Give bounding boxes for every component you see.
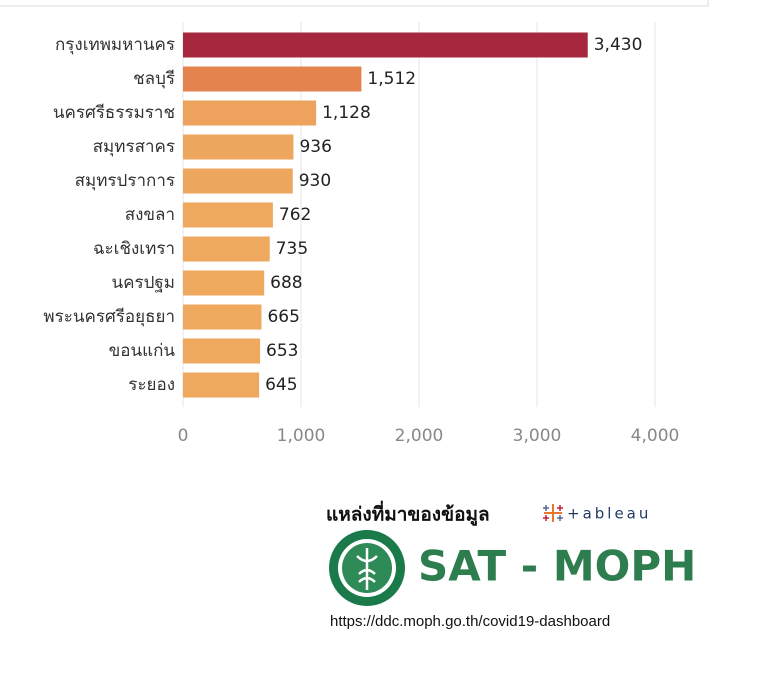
tableau-logo [543, 504, 563, 522]
bar [183, 236, 270, 262]
y-tick-label: พระนครศรีอยุธยา [43, 307, 175, 327]
bar [183, 100, 317, 126]
bar [183, 338, 261, 364]
tableau-wordmark: +ableau [567, 505, 651, 523]
y-tick-label: ฉะเชิงเทรา [93, 239, 175, 259]
x-tick-label: 2,000 [395, 426, 444, 446]
value-label: 1,128 [322, 103, 371, 123]
y-tick-label: นครศรีธรรมราช [53, 103, 175, 123]
y-tick-label: สงขลา [125, 205, 175, 225]
bar [183, 168, 293, 194]
y-tick-label: ชลบุรี [133, 69, 175, 89]
plot: 0 1,000 2,000 3,000 4,000 กรุงเทพมหานคร 3,430 ช… [43, 22, 679, 446]
bar [183, 372, 260, 398]
brand-name: SAT - MOPH [418, 542, 696, 591]
source-label: แหล่งที่มาของข้อมูล [326, 501, 490, 527]
y-tick-label: นครปฐม [111, 273, 175, 293]
value-label: 936 [299, 137, 331, 157]
value-label: 3,430 [594, 35, 643, 55]
x-tick-label: 4,000 [631, 426, 680, 446]
bar [183, 66, 362, 92]
bar [183, 202, 273, 228]
value-label: 762 [279, 205, 311, 225]
y-tick-label: ระยอง [128, 375, 175, 395]
bar [183, 270, 265, 296]
value-label: 930 [299, 171, 331, 191]
bar [183, 134, 294, 160]
value-label: 645 [265, 375, 297, 395]
x-tick-label: 3,000 [513, 426, 562, 446]
x-tick-label: 1,000 [277, 426, 326, 446]
y-tick-label: สมุทรสาคร [93, 137, 175, 157]
bar [183, 304, 262, 330]
moph-emblem [329, 530, 405, 606]
value-label: 653 [266, 341, 298, 361]
value-label: 665 [267, 307, 299, 327]
value-label: 688 [270, 273, 302, 293]
value-label: 735 [276, 239, 308, 259]
bar [183, 32, 588, 58]
top-panel-edge [0, 0, 709, 7]
source-url: https://ddc.moph.go.th/covid19-dashboard [330, 613, 610, 630]
value-label: 1,512 [367, 69, 416, 89]
x-tick-label: 0 [178, 426, 189, 446]
y-tick-label: สมุทรปราการ [75, 171, 175, 191]
y-tick-label: กรุงเทพมหานคร [55, 35, 175, 55]
y-tick-label: ขอนแก่น [109, 341, 176, 361]
